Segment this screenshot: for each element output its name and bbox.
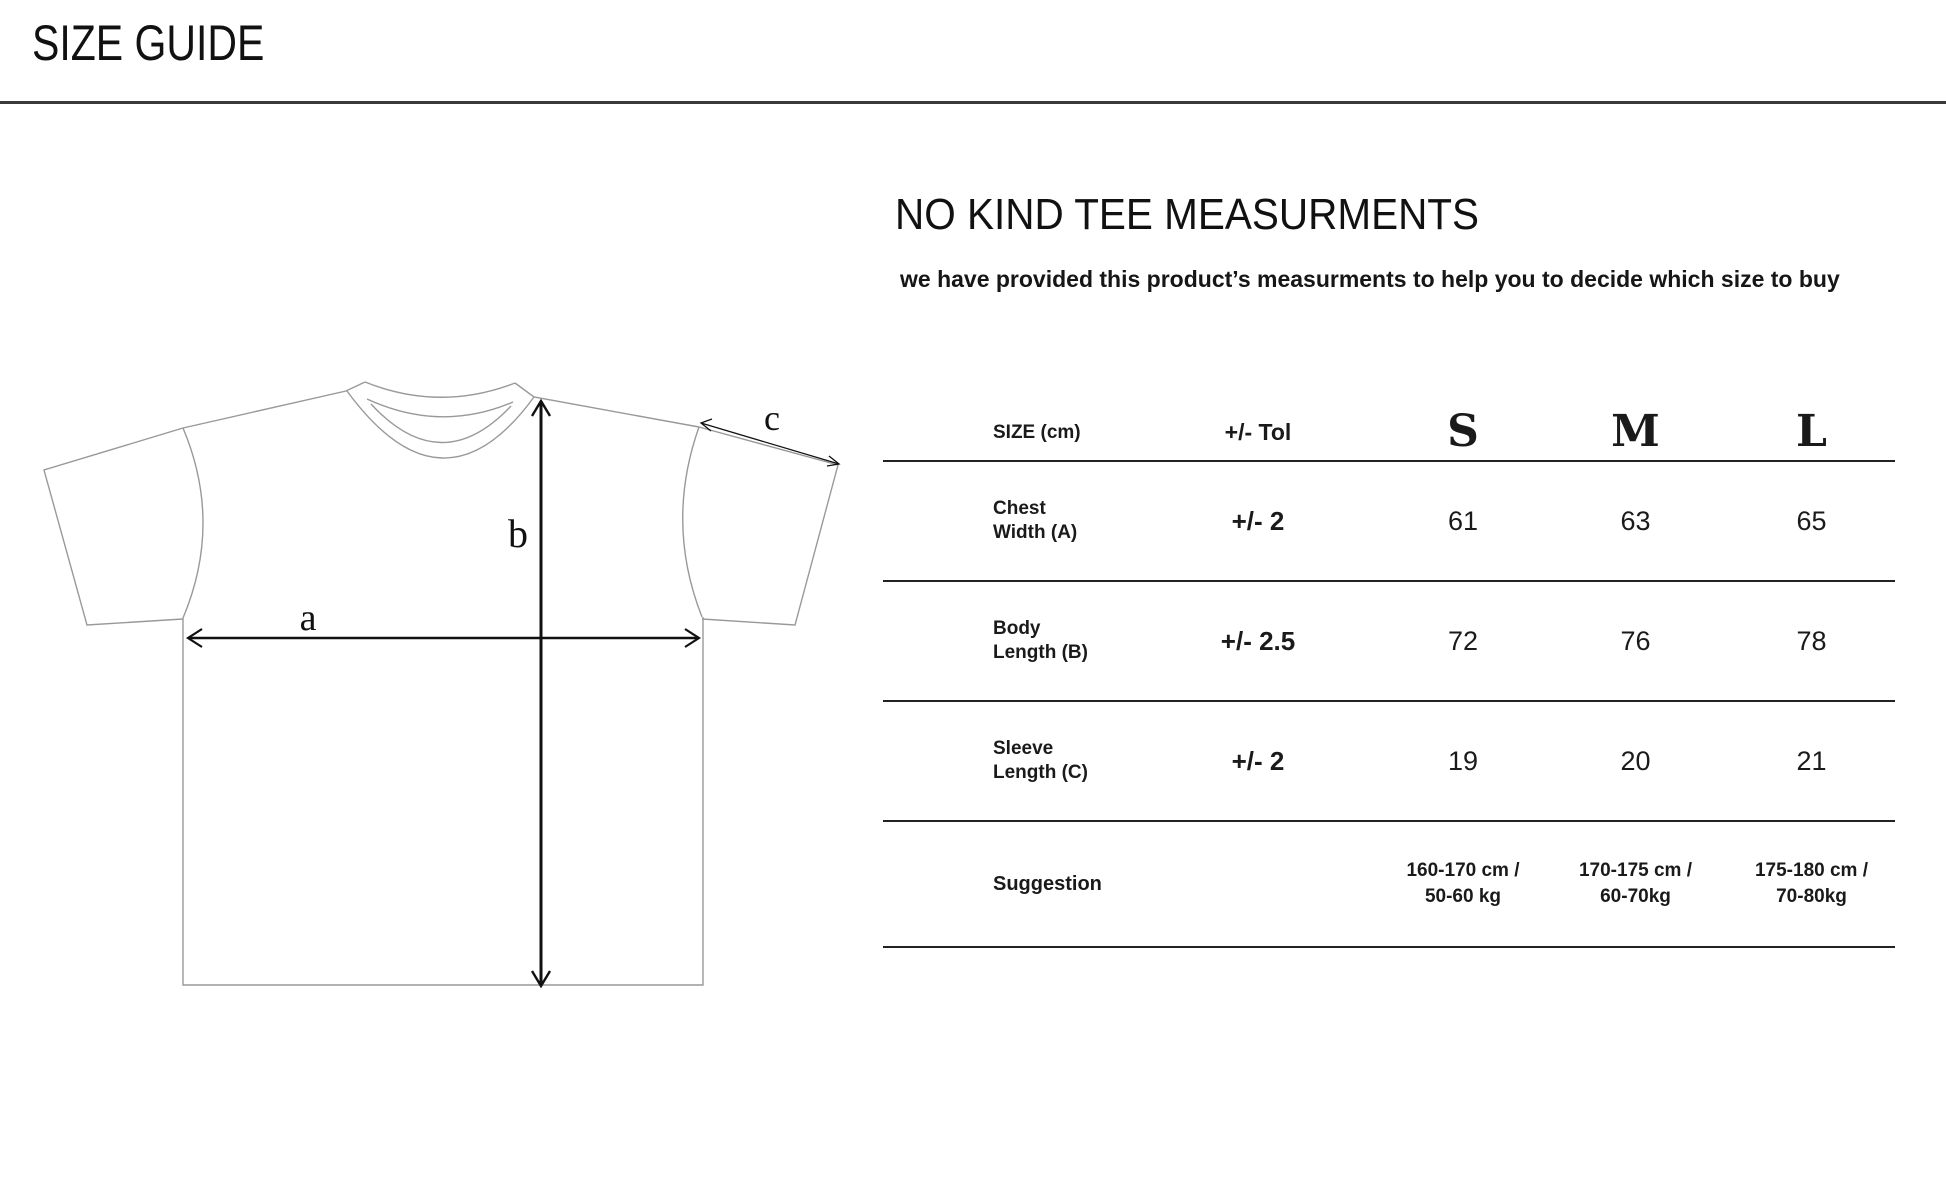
- table-row-sleeve-length: Sleeve Length (C) +/- 2 19 20 21: [883, 702, 1895, 822]
- header-divider: [0, 101, 1946, 104]
- value-l: 65: [1796, 505, 1827, 536]
- tolerance-value: +/- 2.5: [1220, 625, 1296, 656]
- header-size-s: S: [1447, 405, 1479, 457]
- value-l: 21: [1796, 745, 1827, 776]
- label-a: a: [300, 597, 317, 639]
- value-m: 76: [1620, 625, 1651, 656]
- row-label-line1: Chest: [993, 498, 1046, 519]
- collar-fold-line: [366, 398, 514, 418]
- suggestion-line2: 50-60 kg: [1424, 886, 1502, 907]
- row-label: Sleeve Length (C): [883, 737, 1133, 785]
- right-sleeve-outline: [698, 426, 839, 626]
- value-m: 63: [1620, 505, 1651, 536]
- measurements-heading: NO KIND TEE MEASURMENTS: [895, 190, 1480, 239]
- tshirt-measurement-diagram: a b c: [43, 381, 841, 989]
- suggestion-line1: 170-175 cm /: [1578, 860, 1693, 881]
- table-row-chest-width: Chest Width (A) +/- 2 61 63 65: [883, 462, 1895, 582]
- table-row-body-length: Body Length (B) +/- 2.5 72 76 78: [883, 582, 1895, 702]
- measurements-subheading: we have provided this product’s measurme…: [900, 266, 1840, 292]
- value-m: 20: [1620, 745, 1651, 776]
- suggestion-line1: 160-170 cm /: [1406, 860, 1520, 881]
- value-s: 72: [1447, 625, 1479, 656]
- row-label-line2: Width (A): [993, 522, 1078, 543]
- page-title: SIZE GUIDE: [32, 15, 265, 71]
- left-armhole-seam: [182, 427, 204, 619]
- right-armhole-seam: [682, 426, 703, 618]
- suggestion-l: 175-180 cm / 70-80kg: [1728, 858, 1895, 910]
- sleeve-length-arrow: [699, 418, 841, 467]
- row-label: Chest Width (A): [883, 497, 1133, 545]
- label-c: c: [764, 398, 780, 438]
- left-sleeve-outline: [43, 427, 184, 626]
- left-shoulder-seam: [182, 381, 366, 429]
- row-label-line2: Length (B): [993, 642, 1088, 663]
- size-table: SIZE (cm) +/- Tol S M L Chest Width (A) …: [883, 405, 1895, 948]
- collar-neckline: [346, 390, 535, 459]
- row-label: Body Length (B): [883, 617, 1133, 665]
- table-header-row: SIZE (cm) +/- Tol S M L: [883, 405, 1895, 462]
- suggestion-line2: 70-80kg: [1776, 886, 1847, 907]
- row-label-line1: Sleeve: [993, 738, 1054, 759]
- body-outline: [182, 617, 704, 986]
- value-s: 61: [1447, 505, 1479, 536]
- header-size-cm: SIZE (cm): [993, 421, 1081, 443]
- table-row-suggestion: Suggestion 160-170 cm / 50-60 kg 170-175…: [883, 822, 1895, 948]
- row-label-line2: Length (C): [993, 762, 1088, 783]
- chest-width-arrow: [185, 628, 702, 648]
- suggestion-label: Suggestion: [993, 872, 1102, 895]
- header-size-l: L: [1796, 405, 1827, 457]
- right-shoulder-seam: [514, 382, 700, 428]
- tolerance-value: +/- 2: [1231, 505, 1285, 536]
- value-s: 19: [1447, 745, 1479, 776]
- collar-band-line: [370, 403, 512, 444]
- suggestion-line2: 60-70kg: [1600, 886, 1671, 907]
- header-tolerance: +/- Tol: [1224, 419, 1292, 445]
- suggestion-s: 160-170 cm / 50-60 kg: [1383, 858, 1543, 910]
- row-label-line1: Body: [993, 618, 1041, 639]
- tolerance-value: +/- 2: [1231, 745, 1285, 776]
- body-length-arrow: [530, 398, 552, 989]
- header-size-m: M: [1611, 405, 1660, 457]
- value-l: 78: [1796, 625, 1827, 656]
- label-b: b: [508, 511, 528, 556]
- suggestion-m: 170-175 cm / 60-70kg: [1543, 858, 1728, 910]
- collar-top-edge: [364, 381, 516, 398]
- suggestion-line1: 175-180 cm /: [1754, 860, 1869, 881]
